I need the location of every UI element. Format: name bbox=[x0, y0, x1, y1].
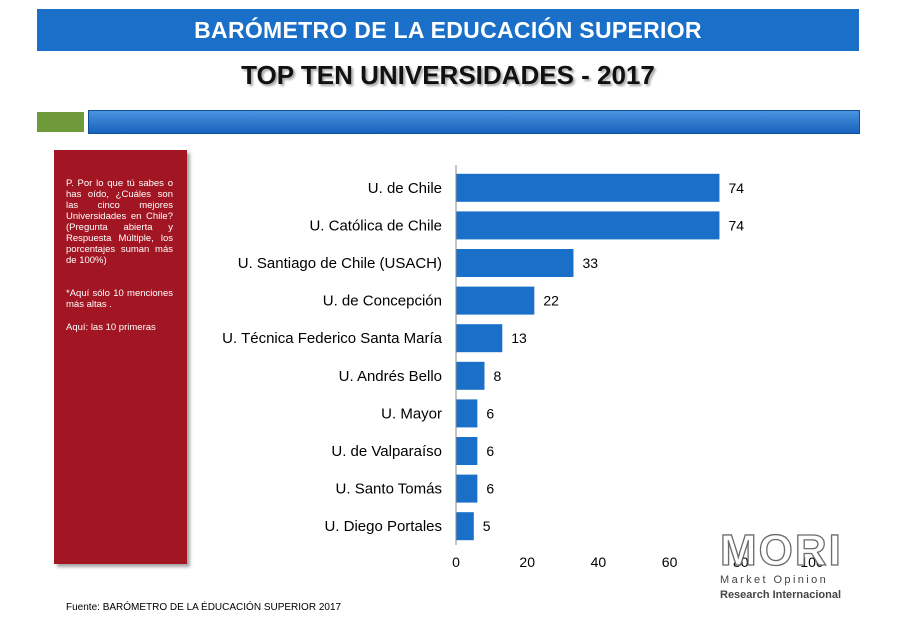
category-label: U. de Chile bbox=[368, 180, 442, 197]
top-banner: BARÓMETRO DE LA EDUCACIÓN SUPERIOR bbox=[37, 9, 859, 51]
x-tick-label: 80 bbox=[733, 554, 749, 570]
note-first-ten: Aquí: las 10 primeras bbox=[66, 322, 156, 333]
category-label: U. Mayor bbox=[381, 405, 442, 422]
bar bbox=[456, 286, 535, 315]
category-label: U. Técnica Federico Santa María bbox=[222, 330, 442, 347]
source-note: Fuente: BARÓMETRO DE LA ÉDUCACIÓN SUPERI… bbox=[66, 602, 342, 613]
value-label: 33 bbox=[582, 255, 598, 271]
banner-title: BARÓMETRO DE LA EDUCACIÓN SUPERIOR bbox=[194, 16, 702, 43]
bar bbox=[456, 399, 478, 428]
logo-mark: MORI bbox=[719, 526, 843, 575]
note-top-mentions: *Aquí sólo 10 menciones más altas . bbox=[66, 288, 173, 310]
bar bbox=[456, 249, 574, 277]
blue-divider-bar bbox=[88, 110, 860, 134]
bar bbox=[456, 211, 720, 240]
bar bbox=[456, 474, 478, 503]
value-label: 74 bbox=[728, 180, 744, 196]
category-label: U. Santiago de Chile (USACH) bbox=[238, 255, 442, 272]
value-label: 6 bbox=[486, 405, 494, 421]
bar bbox=[456, 173, 720, 202]
category-label: U. Santo Tomás bbox=[336, 481, 442, 498]
logo-line-1: Market Opinion bbox=[720, 574, 829, 586]
category-label: U. Diego Portales bbox=[324, 518, 442, 535]
question-text: P. Por lo que tú sabes o has oído, ¿Cuál… bbox=[66, 178, 173, 266]
x-tick-label: 20 bbox=[519, 554, 535, 570]
green-accent-block bbox=[37, 112, 84, 132]
category-label: U. de Valparaíso bbox=[331, 443, 442, 460]
x-tick-label: 0 bbox=[452, 554, 460, 570]
mori-logo: MORI Market Opinion Research Internacion… bbox=[716, 526, 851, 604]
bar bbox=[456, 512, 474, 541]
value-label: 5 bbox=[483, 518, 491, 534]
category-label: U. Andrés Bello bbox=[339, 368, 442, 385]
value-label: 13 bbox=[511, 330, 527, 346]
value-label: 8 bbox=[493, 368, 501, 384]
category-label: U. Católica de Chile bbox=[309, 217, 442, 234]
page-title: TOP TEN UNIVERSIDADES - 2017 bbox=[241, 60, 655, 90]
value-label: 6 bbox=[486, 443, 494, 459]
value-label: 74 bbox=[728, 217, 744, 233]
question-box: P. Por lo que tú sabes o has oído, ¿Cuál… bbox=[54, 150, 187, 564]
x-tick-label: 60 bbox=[662, 554, 678, 570]
bar bbox=[456, 437, 478, 465]
x-tick-label: 100 bbox=[800, 554, 824, 570]
value-label: 6 bbox=[486, 481, 494, 497]
x-tick-label: 40 bbox=[591, 554, 607, 570]
bar bbox=[456, 324, 503, 353]
logo-line-2: Research Internacional bbox=[720, 589, 842, 601]
bar bbox=[456, 361, 485, 390]
category-label: U. de Concepción bbox=[323, 293, 442, 310]
value-label: 22 bbox=[543, 293, 559, 309]
